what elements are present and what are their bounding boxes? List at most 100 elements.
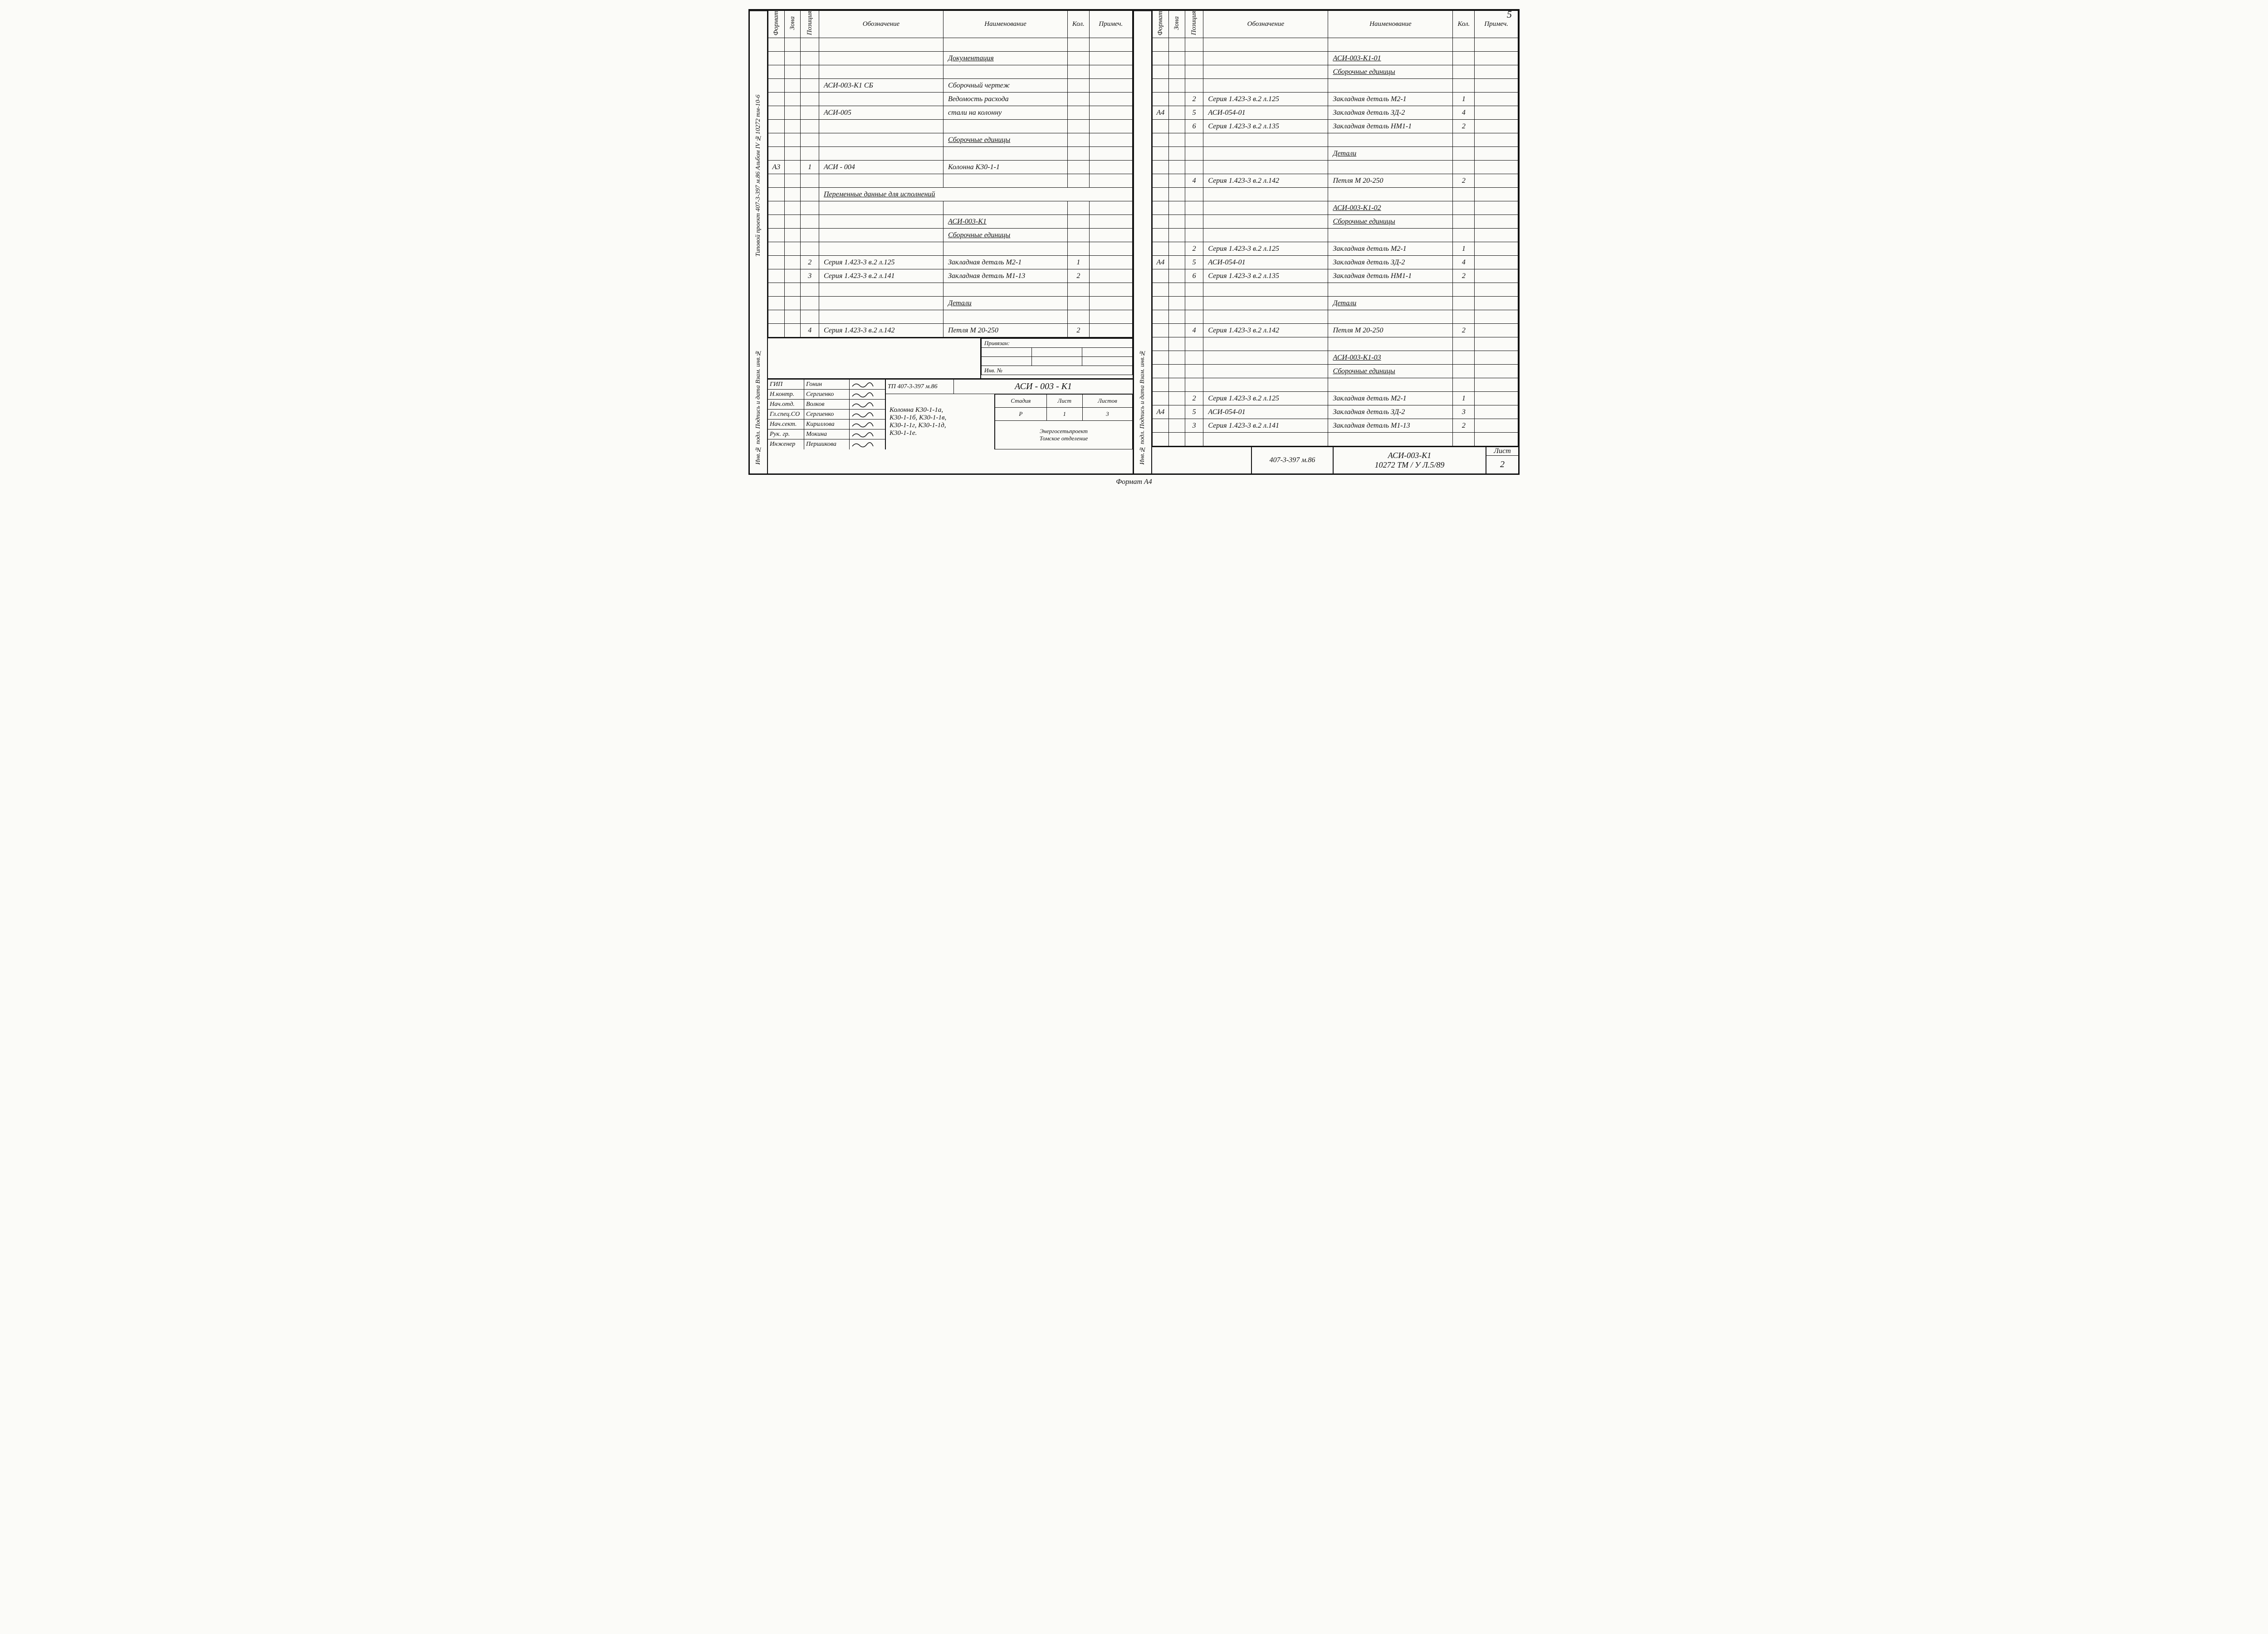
col-designation: Обозначение (819, 11, 943, 38)
table-row (768, 201, 1133, 215)
table-row (1153, 283, 1518, 297)
table-row (1153, 378, 1518, 392)
table-row: Сборочные единицы (1153, 65, 1518, 79)
col-note: Примеч. (1475, 11, 1518, 38)
table-row: АСИ-003-К1-02 (1153, 201, 1518, 215)
drawing-code: АСИ-003-К1 10272 ТМ / У Л.5/89 (1334, 447, 1486, 473)
col-designation: Обозначение (1203, 11, 1328, 38)
table-row: 4Серия 1.423-3 в.2 л.142Петля М 20-2502 (1153, 174, 1518, 188)
table-row: АСИ-003-К1 (768, 215, 1133, 229)
col-qty: Кол. (1453, 11, 1475, 38)
approval-name: Сергиенко (804, 390, 850, 399)
table-row: Сборочные единицы (768, 229, 1133, 242)
approval-signature (850, 380, 885, 389)
col-format: Формат (768, 11, 785, 38)
approval-signature (850, 390, 885, 399)
col-qty: Кол. (1068, 11, 1090, 38)
table-row: А45АСИ-054-01Закладная деталь ЗД-24 (1153, 106, 1518, 120)
table-row (1153, 310, 1518, 324)
approval-role: Нач.сект. (768, 419, 804, 429)
table-row: Сборочные единицы (1153, 215, 1518, 229)
table-row: АСИ-003-К1-03 (1153, 351, 1518, 365)
sheet-number: 2 (1500, 456, 1505, 473)
privязan-table: Привязан: Инв. № (981, 338, 1133, 375)
approval-signature (850, 410, 885, 419)
table-row: АСИ-003-К1 СБСборочный чертеж (768, 79, 1133, 93)
table-row: А31АСИ - 004Колонна К30-1-1 (768, 161, 1133, 174)
left-page: Типовой проект 407-3-397 м.86 Альбом IV … (750, 10, 1134, 473)
right-spec-table: Формат Зона Позиция Обозначение Наименов… (1152, 10, 1518, 446)
side-label-inv: Инв.№ подл. Подпись и дата Взам. инв.№ (1134, 340, 1151, 474)
table-row (768, 147, 1133, 161)
title-block: ГИПГонинН.контр.СергиенкоНач.отд.ВолковГ… (768, 378, 1133, 449)
approval-role: Инженер (768, 439, 804, 449)
approval-row: Нач.сект.Кириллова (768, 419, 885, 429)
stage-table: Стадия Лист Листов Р 1 3 Энергосетьпроек… (995, 394, 1133, 449)
table-row: Детали (1153, 147, 1518, 161)
col-pos: Позиция (801, 11, 819, 38)
col-zone: Зона (784, 11, 801, 38)
table-row (1153, 337, 1518, 351)
col-zone: Зона (1168, 11, 1185, 38)
col-note: Примеч. (1089, 11, 1132, 38)
table-row: Детали (768, 297, 1133, 310)
sheet-label: Лист (1486, 447, 1518, 456)
approval-signature (850, 400, 885, 409)
table-row: 6Серия 1.423-3 в.2 л.135Закладная деталь… (1153, 120, 1518, 133)
table-row (768, 310, 1133, 324)
table-row: Сборочные единицы (768, 133, 1133, 147)
approval-role: ГИП (768, 380, 804, 389)
table-row (1153, 161, 1518, 174)
table-row (768, 38, 1133, 52)
approval-row: Рук. гр.Мокина (768, 429, 885, 439)
table-row: 2Серия 1.423-3 в.2 л.125Закладная деталь… (768, 256, 1133, 269)
approval-role: Н.контр. (768, 390, 804, 399)
table-header-row: Формат Зона Позиция Обозначение Наименов… (768, 11, 1133, 38)
approval-role: Гл.спец.СО (768, 410, 804, 419)
table-row (1153, 229, 1518, 242)
approval-name: Волков (804, 400, 850, 409)
col-name: Наименование (943, 11, 1067, 38)
table-row: 2Серия 1.423-3 в.2 л.125Закладная деталь… (1153, 392, 1518, 405)
approval-row: ГИПГонин (768, 380, 885, 390)
format-footer: Формат А4 (1116, 478, 1152, 486)
right-title-strip: 407-3-397 м.86 АСИ-003-К1 10272 ТМ / У Л… (1152, 446, 1518, 473)
tp-label: ТП 407-3-397 м.86 (886, 380, 954, 394)
approval-name: Мокина (804, 429, 850, 439)
drawing-code: АСИ - 003 - К1 (954, 380, 1133, 394)
drawing-sheet: 5 Типовой проект 407-3-397 м.86 Альбом I… (748, 9, 1520, 475)
col-pos: Позиция (1185, 11, 1203, 38)
approval-row: Н.контр.Сергиенко (768, 390, 885, 400)
approval-signature (850, 419, 885, 429)
item-description: Колонна К30-1-1а, К30-1-1б, К30-1-1в, К3… (886, 394, 995, 449)
approval-role: Нач.отд. (768, 400, 804, 409)
side-label-inv: Инв.№ подл. Подпись и дата Взам. инв.№ (750, 340, 767, 474)
approval-signature (850, 429, 885, 439)
approval-row: Гл.спец.СОСергиенко (768, 410, 885, 419)
table-row: Переменные данные для исполнений (768, 188, 1133, 201)
table-row: АСИ-005стали на колонну (768, 106, 1133, 120)
table-row: Ведомость расхода (768, 93, 1133, 106)
approval-signature (850, 439, 885, 449)
table-row: АСИ-003-К1-01 (1153, 52, 1518, 65)
table-row: Детали (1153, 297, 1518, 310)
project-number: 407-3-397 м.86 (1252, 447, 1334, 473)
approval-row: ИнженерПершикова (768, 439, 885, 449)
table-row: 3Серия 1.423-3 в.2 л.141Закладная деталь… (1153, 419, 1518, 433)
table-header-row: Формат Зона Позиция Обозначение Наименов… (1153, 11, 1518, 38)
col-name: Наименование (1328, 11, 1453, 38)
table-row: 4Серия 1.423-3 в.2 л.142Петля М 20-2502 (1153, 324, 1518, 337)
table-row: А45АСИ-054-01Закладная деталь ЗД-23 (1153, 405, 1518, 419)
approval-name: Першикова (804, 439, 850, 449)
table-row (1153, 38, 1518, 52)
table-row (768, 242, 1133, 256)
right-page: Инв.№ подл. Подпись и дата Взам. инв.№ Ф… (1134, 10, 1518, 473)
table-row (1153, 188, 1518, 201)
left-spec-table: Формат Зона Позиция Обозначение Наименов… (768, 10, 1133, 337)
table-row: Документация (768, 52, 1133, 65)
inventory-block: Привязан: Инв. № (768, 337, 1133, 378)
col-format: Формат (1153, 11, 1169, 38)
approvals-column: ГИПГонинН.контр.СергиенкоНач.отд.ВолковГ… (768, 380, 886, 449)
approval-role: Рук. гр. (768, 429, 804, 439)
table-row (768, 174, 1133, 188)
